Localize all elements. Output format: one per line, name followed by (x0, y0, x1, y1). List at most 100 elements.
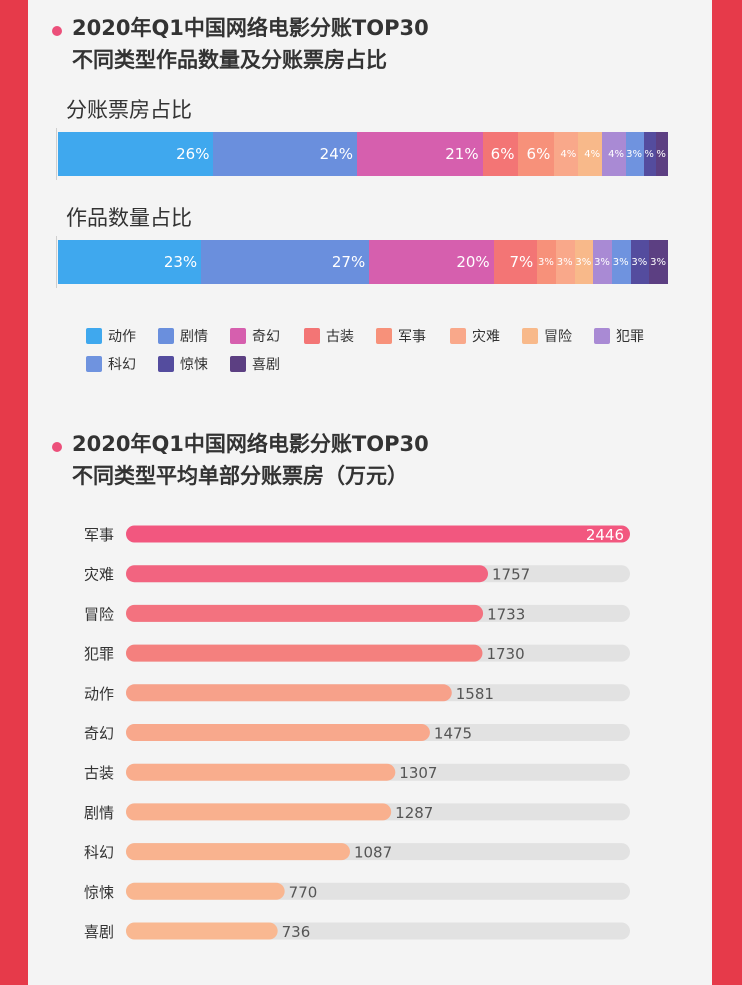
stack-segment-犯罪: 4% (602, 132, 627, 176)
category-label: 古装 (84, 764, 114, 782)
legend-swatch (86, 356, 102, 372)
legend-swatch (450, 328, 466, 344)
category-label: 灾难 (84, 566, 114, 584)
stack-segment-军事: 3% (537, 240, 556, 284)
title-dot-icon (52, 442, 62, 452)
stack-segment-灾难: 3% (555, 240, 575, 284)
bar (126, 525, 630, 543)
section1-title-line1: 2020年Q1中国网络电影分账TOP30 (72, 16, 429, 40)
stack-segment-剧情: 27% (201, 240, 370, 284)
legend-item-惊悚: 惊悚 (158, 354, 208, 374)
segment-value-label: 24% (319, 145, 353, 163)
legend-item-喜剧: 喜剧 (230, 354, 280, 374)
category-label: 剧情 (84, 804, 114, 822)
value-label: 2446 (586, 526, 624, 544)
bar (126, 724, 430, 741)
segment-value-label: 26% (176, 145, 210, 163)
segment-value-label: 3% (626, 148, 642, 160)
segment-value-label: 2% (644, 148, 654, 160)
legend-item-奇幻: 奇幻 (230, 326, 280, 346)
legend-label: 惊悚 (180, 357, 208, 373)
legend-item-犯罪: 犯罪 (594, 326, 644, 346)
stack-segment-动作: 26% (58, 132, 214, 176)
stack-segment-灾难: 4% (554, 132, 579, 176)
legend-item-剧情: 剧情 (158, 326, 208, 346)
value-label: 1581 (456, 685, 494, 703)
segment-value-label: 4% (584, 148, 601, 160)
category-label: 科幻 (84, 844, 114, 862)
segment-value-label: 20% (456, 253, 490, 271)
category-label: 奇幻 (84, 725, 114, 743)
stack-segment-冒险: 4% (578, 132, 603, 176)
bar (126, 565, 489, 583)
segment-value-label: 3% (650, 256, 666, 268)
legend-item-古装: 古装 (304, 326, 354, 346)
stack-segment-冒险: 3% (574, 240, 594, 284)
segment-value-label: 3% (594, 256, 610, 268)
bar (126, 644, 483, 662)
value-label: 1087 (354, 844, 392, 862)
value-label: 1733 (487, 605, 525, 623)
stack-segment-动作: 23% (58, 240, 202, 284)
legend-swatch (376, 328, 392, 344)
stack-segment-剧情: 24% (213, 132, 357, 176)
stack-segment-奇幻: 21% (357, 132, 483, 176)
legend-label: 剧情 (180, 329, 208, 345)
stack-axis-count (56, 236, 57, 288)
segment-value-label: 3% (556, 256, 573, 268)
bar (126, 803, 392, 821)
segment-value-label: 3% (631, 256, 648, 268)
legend-item-科幻: 科幻 (86, 354, 136, 374)
segment-value-label: 3% (612, 256, 629, 268)
category-label: 冒险 (84, 605, 114, 623)
segment-value-label: 4% (608, 148, 625, 160)
legend-item-动作: 动作 (86, 326, 136, 346)
horizontal-bar-chart: 军事 2446 灾难 1757 冒险 1733 犯罪 1730 动作 1581 奇幻 1475 古装 13… (84, 525, 630, 941)
legend-item-军事: 军事 (376, 326, 426, 346)
segment-value-label: 23% (163, 253, 198, 271)
legend-swatch (158, 328, 174, 344)
segment-value-label: 4% (560, 148, 577, 160)
stack-segment-古装: 6% (482, 132, 519, 176)
stack-axis-revenue (56, 128, 57, 180)
segment-value-label: 3% (575, 256, 592, 268)
title-dot-icon (52, 26, 62, 36)
bar (126, 604, 484, 622)
legend-label: 灾难 (472, 329, 500, 345)
segment-value-label: 3% (538, 256, 554, 268)
stack-segment-惊悚: 2% (643, 132, 656, 176)
value-label: 770 (289, 883, 318, 901)
legend-swatch (230, 356, 246, 372)
segment-value-label: 6% (490, 145, 515, 163)
segment-value-label: 6% (526, 145, 551, 163)
legend-label: 冒险 (544, 329, 572, 345)
legend-swatch (304, 328, 320, 344)
stack-label-count: 作品数量占比 (66, 206, 192, 230)
stack-segment-犯罪: 3% (593, 240, 612, 284)
stacked-bar-revenue: 26%24%21%6%6%4%4%4%3%2%2% (58, 132, 668, 176)
value-label: 736 (282, 923, 311, 941)
stack-label-revenue: 分账票房占比 (66, 98, 192, 122)
section2-title-line1: 2020年Q1中国网络电影分账TOP30 (72, 432, 429, 456)
content-panel: 2020年Q1中国网络电影分账TOP30 不同类型作品数量及分账票房占比 分账票… (28, 0, 712, 985)
segment-value-label: 27% (331, 253, 366, 271)
value-label: 1475 (434, 725, 472, 743)
legend-label: 动作 (108, 329, 136, 345)
value-label: 1287 (395, 804, 433, 822)
value-label: 1730 (486, 645, 524, 663)
segment-value-label: 21% (445, 145, 479, 163)
stack-segment-奇幻: 20% (369, 240, 494, 284)
stack-segment-军事: 6% (518, 132, 555, 176)
value-label: 1757 (492, 566, 530, 584)
value-label: 1307 (399, 764, 437, 782)
category-label: 喜剧 (84, 923, 114, 941)
legend-swatch (86, 328, 102, 344)
legend-label: 奇幻 (252, 329, 280, 345)
section1-title-line2: 不同类型作品数量及分账票房占比 (72, 48, 387, 72)
category-label: 军事 (84, 526, 114, 544)
legend-swatch (522, 328, 538, 344)
stack-segment-科幻: 3% (626, 132, 644, 176)
legend-swatch (230, 328, 246, 344)
legend-item-灾难: 灾难 (450, 326, 500, 346)
segment-value-label: 2% (656, 148, 666, 160)
